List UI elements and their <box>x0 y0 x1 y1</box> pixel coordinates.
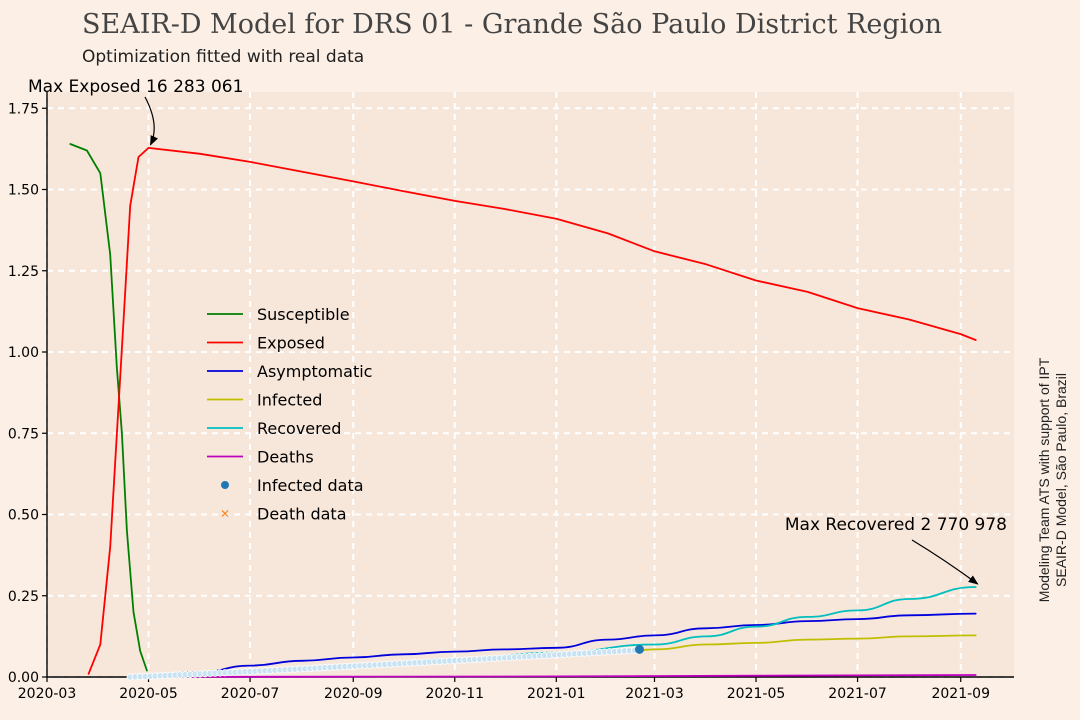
legend-label-death-data: Death data <box>257 505 347 524</box>
legend-label-asymptomatic: Asymptomatic <box>257 362 372 381</box>
annotation-max-recovered: Max Recovered 2 770 978 <box>785 515 1007 535</box>
ticks: 0.00 0.25 0.50 0.75 1.00 1.25 1.50 1.75 2020-03 2… <box>8 101 990 702</box>
series-line-deaths <box>129 674 977 678</box>
x-tick-label-9: 2021-09 <box>931 686 990 702</box>
x-tick-label-1: 2020-05 <box>119 686 178 702</box>
annotation-arrow-recovered <box>911 539 979 585</box>
annotation-arrow-exposed <box>144 96 158 146</box>
y-tick-label-0: 0.00 <box>8 670 39 686</box>
infected-data-point-last <box>635 644 645 654</box>
legend-label-recovered: Recovered <box>257 419 341 438</box>
grid <box>46 92 1014 678</box>
y-tick-label-4: 1.00 <box>8 345 39 361</box>
annotations: Max Exposed 16 283 061 Max Recovered 2 77… <box>28 77 1007 585</box>
legend-marker-infected-data <box>221 481 229 489</box>
legend-label-exposed: Exposed <box>257 334 325 353</box>
legend: Susceptible Exposed Asymptomatic Infected Re… <box>207 305 372 524</box>
legend-label-deaths: Deaths <box>257 448 314 467</box>
x-tick-label-7: 2021-05 <box>727 686 786 702</box>
legend-label-susceptible: Susceptible <box>257 305 350 324</box>
legend-label-infected-data: Infected data <box>257 476 364 495</box>
side-note-line1: Modeling Team ATS with support of IPT <box>1036 357 1052 602</box>
y-tick-label-3: 0.75 <box>8 426 39 442</box>
x-tick-label-3: 2020-09 <box>324 686 383 702</box>
y-tick-label-5: 1.25 <box>8 264 39 280</box>
y-tick-label-1: 0.25 <box>8 589 39 605</box>
x-tick-label-4: 2020-11 <box>426 686 485 702</box>
x-tick-label-2: 2020-07 <box>221 686 280 702</box>
x-tick-label-8: 2021-07 <box>828 686 887 702</box>
y-tick-label-7: 1.75 <box>8 101 39 117</box>
x-tick-label-0: 2020-03 <box>18 686 77 702</box>
legend-label-infected: Infected <box>257 391 322 410</box>
x-tick-label-5: 2021-01 <box>527 686 586 702</box>
side-note-line2: SEAIR-D Model, São Paulo, Brazil <box>1053 373 1069 587</box>
x-tick-label-6: 2021-03 <box>625 686 684 702</box>
chart-subtitle: Optimization fitted with real data <box>82 47 364 67</box>
scatter-points <box>126 644 645 681</box>
y-tick-label-6: 1.50 <box>8 183 39 199</box>
legend-marker-death-data <box>221 510 229 517</box>
annotation-max-exposed: Max Exposed 16 283 061 <box>28 77 243 97</box>
plot-area <box>47 92 1014 678</box>
y-tick-label-2: 0.50 <box>8 508 39 524</box>
side-note: Modeling Team ATS with support of IPT SE… <box>1036 357 1069 602</box>
series-line-exposed <box>87 147 977 675</box>
chart-title: SEAIR-D Model for DRS 01 - Grande São Pa… <box>82 9 942 40</box>
series-line-asymptomatic <box>129 612 977 678</box>
